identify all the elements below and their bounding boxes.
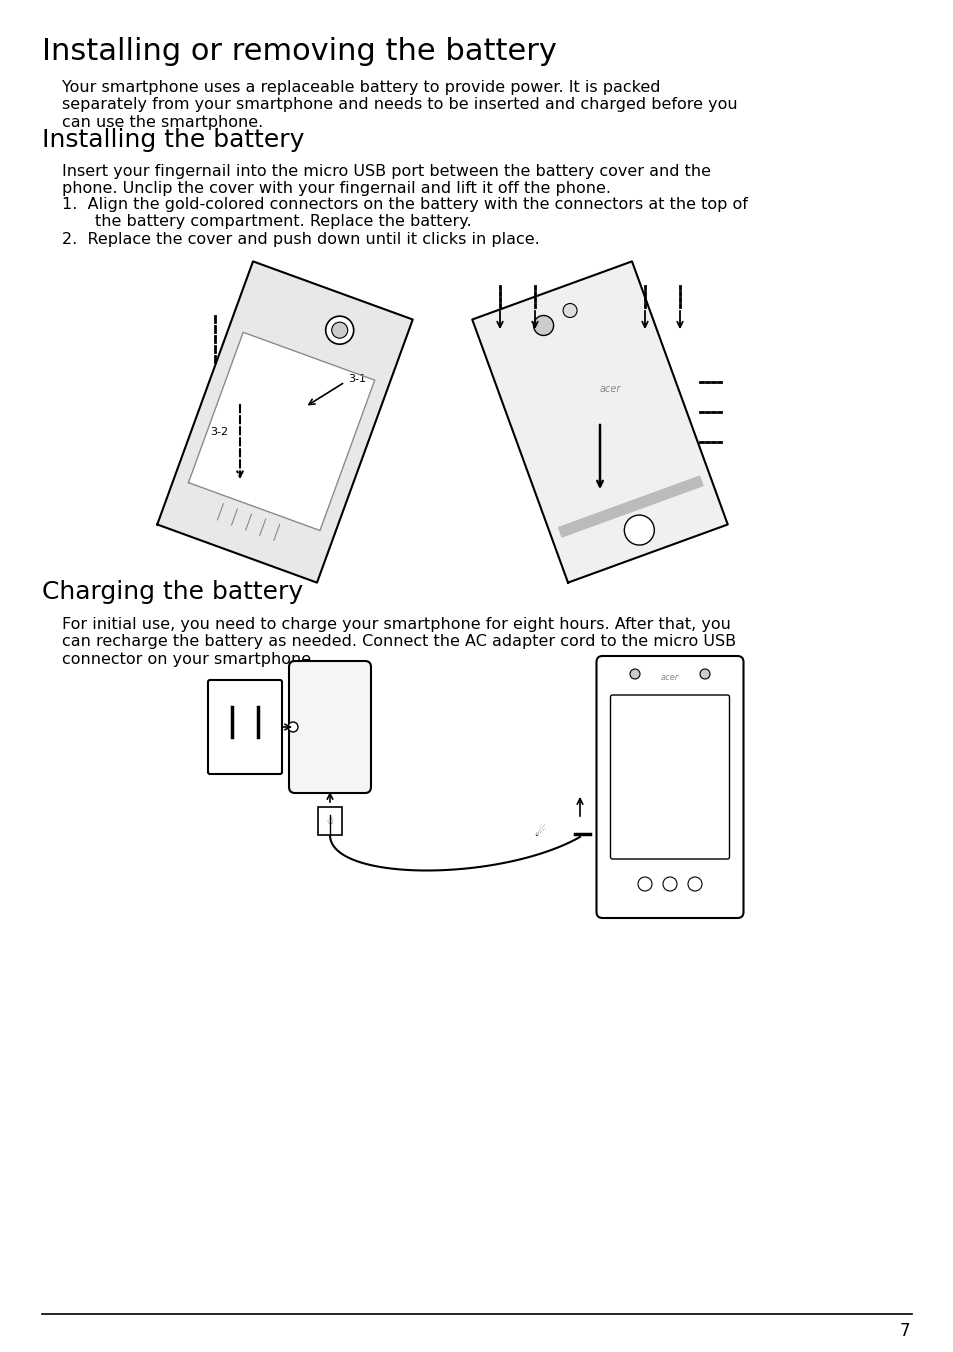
FancyBboxPatch shape [596, 656, 742, 918]
Text: For initial use, you need to charge your smartphone for eight hours. After that,: For initial use, you need to charge your… [62, 617, 736, 667]
Polygon shape [189, 333, 375, 530]
Circle shape [325, 316, 354, 345]
Polygon shape [472, 261, 727, 583]
Circle shape [623, 515, 654, 545]
FancyBboxPatch shape [289, 661, 371, 794]
Text: the battery compartment. Replace the battery.: the battery compartment. Replace the bat… [95, 214, 471, 228]
Text: 7: 7 [899, 1322, 909, 1340]
Bar [317, 807, 341, 836]
Polygon shape [157, 261, 413, 583]
Circle shape [662, 877, 677, 891]
Circle shape [288, 722, 297, 731]
FancyBboxPatch shape [208, 680, 282, 773]
Text: 2.  Replace the cover and push down until it clicks in place.: 2. Replace the cover and push down until… [62, 233, 539, 247]
Text: Charging the battery: Charging the battery [42, 580, 303, 604]
Circle shape [687, 877, 701, 891]
Circle shape [533, 315, 553, 335]
Text: acer: acer [660, 672, 679, 681]
Text: acer: acer [598, 384, 620, 393]
Text: 1.  Align the gold-colored connectors on the battery with the connectors at the : 1. Align the gold-colored connectors on … [62, 197, 747, 212]
Text: ☃: ☃ [325, 817, 334, 826]
FancyBboxPatch shape [610, 695, 729, 859]
Circle shape [562, 303, 577, 318]
Text: Your smartphone uses a replaceable battery to provide power. It is packed
separa: Your smartphone uses a replaceable batte… [62, 80, 737, 130]
Circle shape [332, 322, 347, 338]
Polygon shape [558, 476, 702, 537]
Circle shape [638, 877, 651, 891]
Circle shape [700, 669, 709, 679]
Text: Insert your fingernail into the micro USB port between the battery cover and the: Insert your fingernail into the micro US… [62, 164, 710, 196]
Text: ☄: ☄ [534, 826, 545, 838]
Text: 3-1: 3-1 [348, 375, 366, 384]
Circle shape [629, 669, 639, 679]
Text: Installing the battery: Installing the battery [42, 128, 304, 151]
Text: Installing or removing the battery: Installing or removing the battery [42, 37, 557, 66]
Text: 3-2: 3-2 [210, 427, 228, 437]
